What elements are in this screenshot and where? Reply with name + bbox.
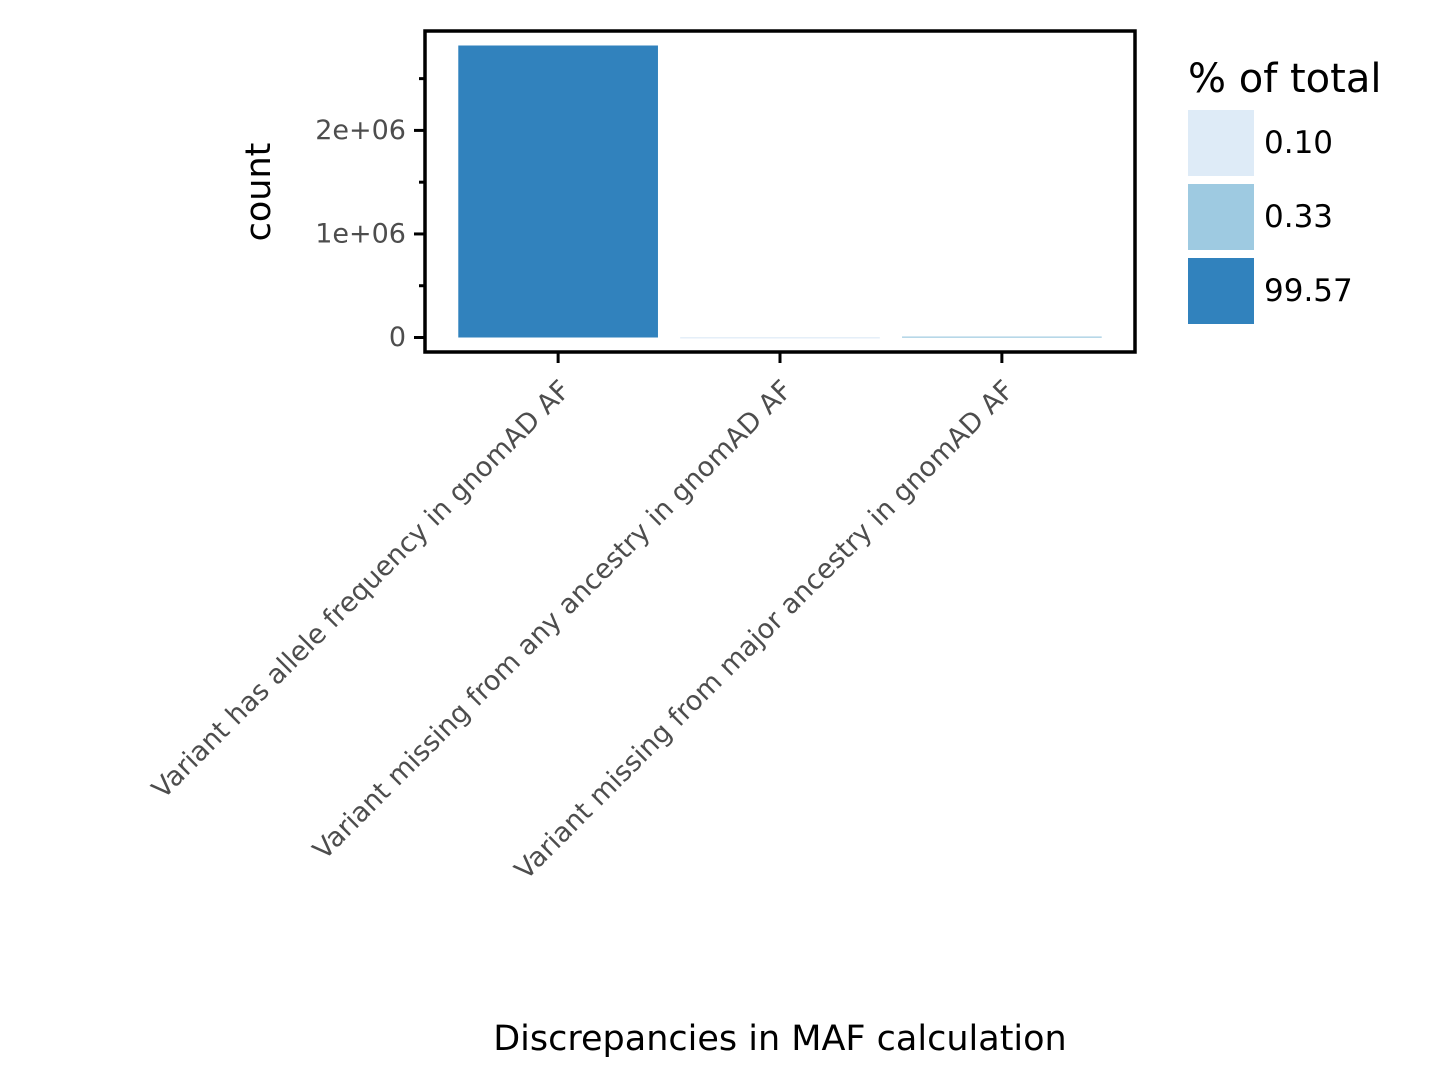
y-axis-title: count <box>239 143 279 242</box>
x-axis-title: Discrepancies in MAF calculation <box>493 1019 1067 1059</box>
legend-label-2: 0.33 <box>1264 199 1333 235</box>
y-axis: 0 1e+06 2e+06 <box>315 77 425 353</box>
y-tick-label-1: 0 <box>389 322 406 353</box>
legend-label-1: 0.10 <box>1264 125 1333 161</box>
y-tick-label-2: 1e+06 <box>315 218 406 249</box>
x-tick-label-1: Variant has allele frequency in gnomAD A… <box>146 375 576 805</box>
x-tick-label-2: Variant missing from any ancestry in gno… <box>307 375 798 866</box>
bar-3 <box>902 336 1102 338</box>
bar-2 <box>680 337 880 339</box>
legend-key-2 <box>1188 184 1254 250</box>
legend-label-3: 99.57 <box>1264 273 1353 309</box>
legend-key-1 <box>1188 110 1254 176</box>
legend-title: % of total <box>1188 56 1381 102</box>
x-axis: Variant has allele frequency in gnomAD A… <box>146 352 1020 886</box>
bars-group <box>458 45 1102 339</box>
legend-key-3 <box>1188 258 1254 324</box>
bar-1 <box>458 45 658 338</box>
x-tick-label-3: Variant missing from major ancestry in g… <box>509 375 1020 886</box>
y-tick-label-3: 2e+06 <box>315 115 406 146</box>
legend: % of total 0.10 0.33 99.57 <box>1188 56 1381 324</box>
